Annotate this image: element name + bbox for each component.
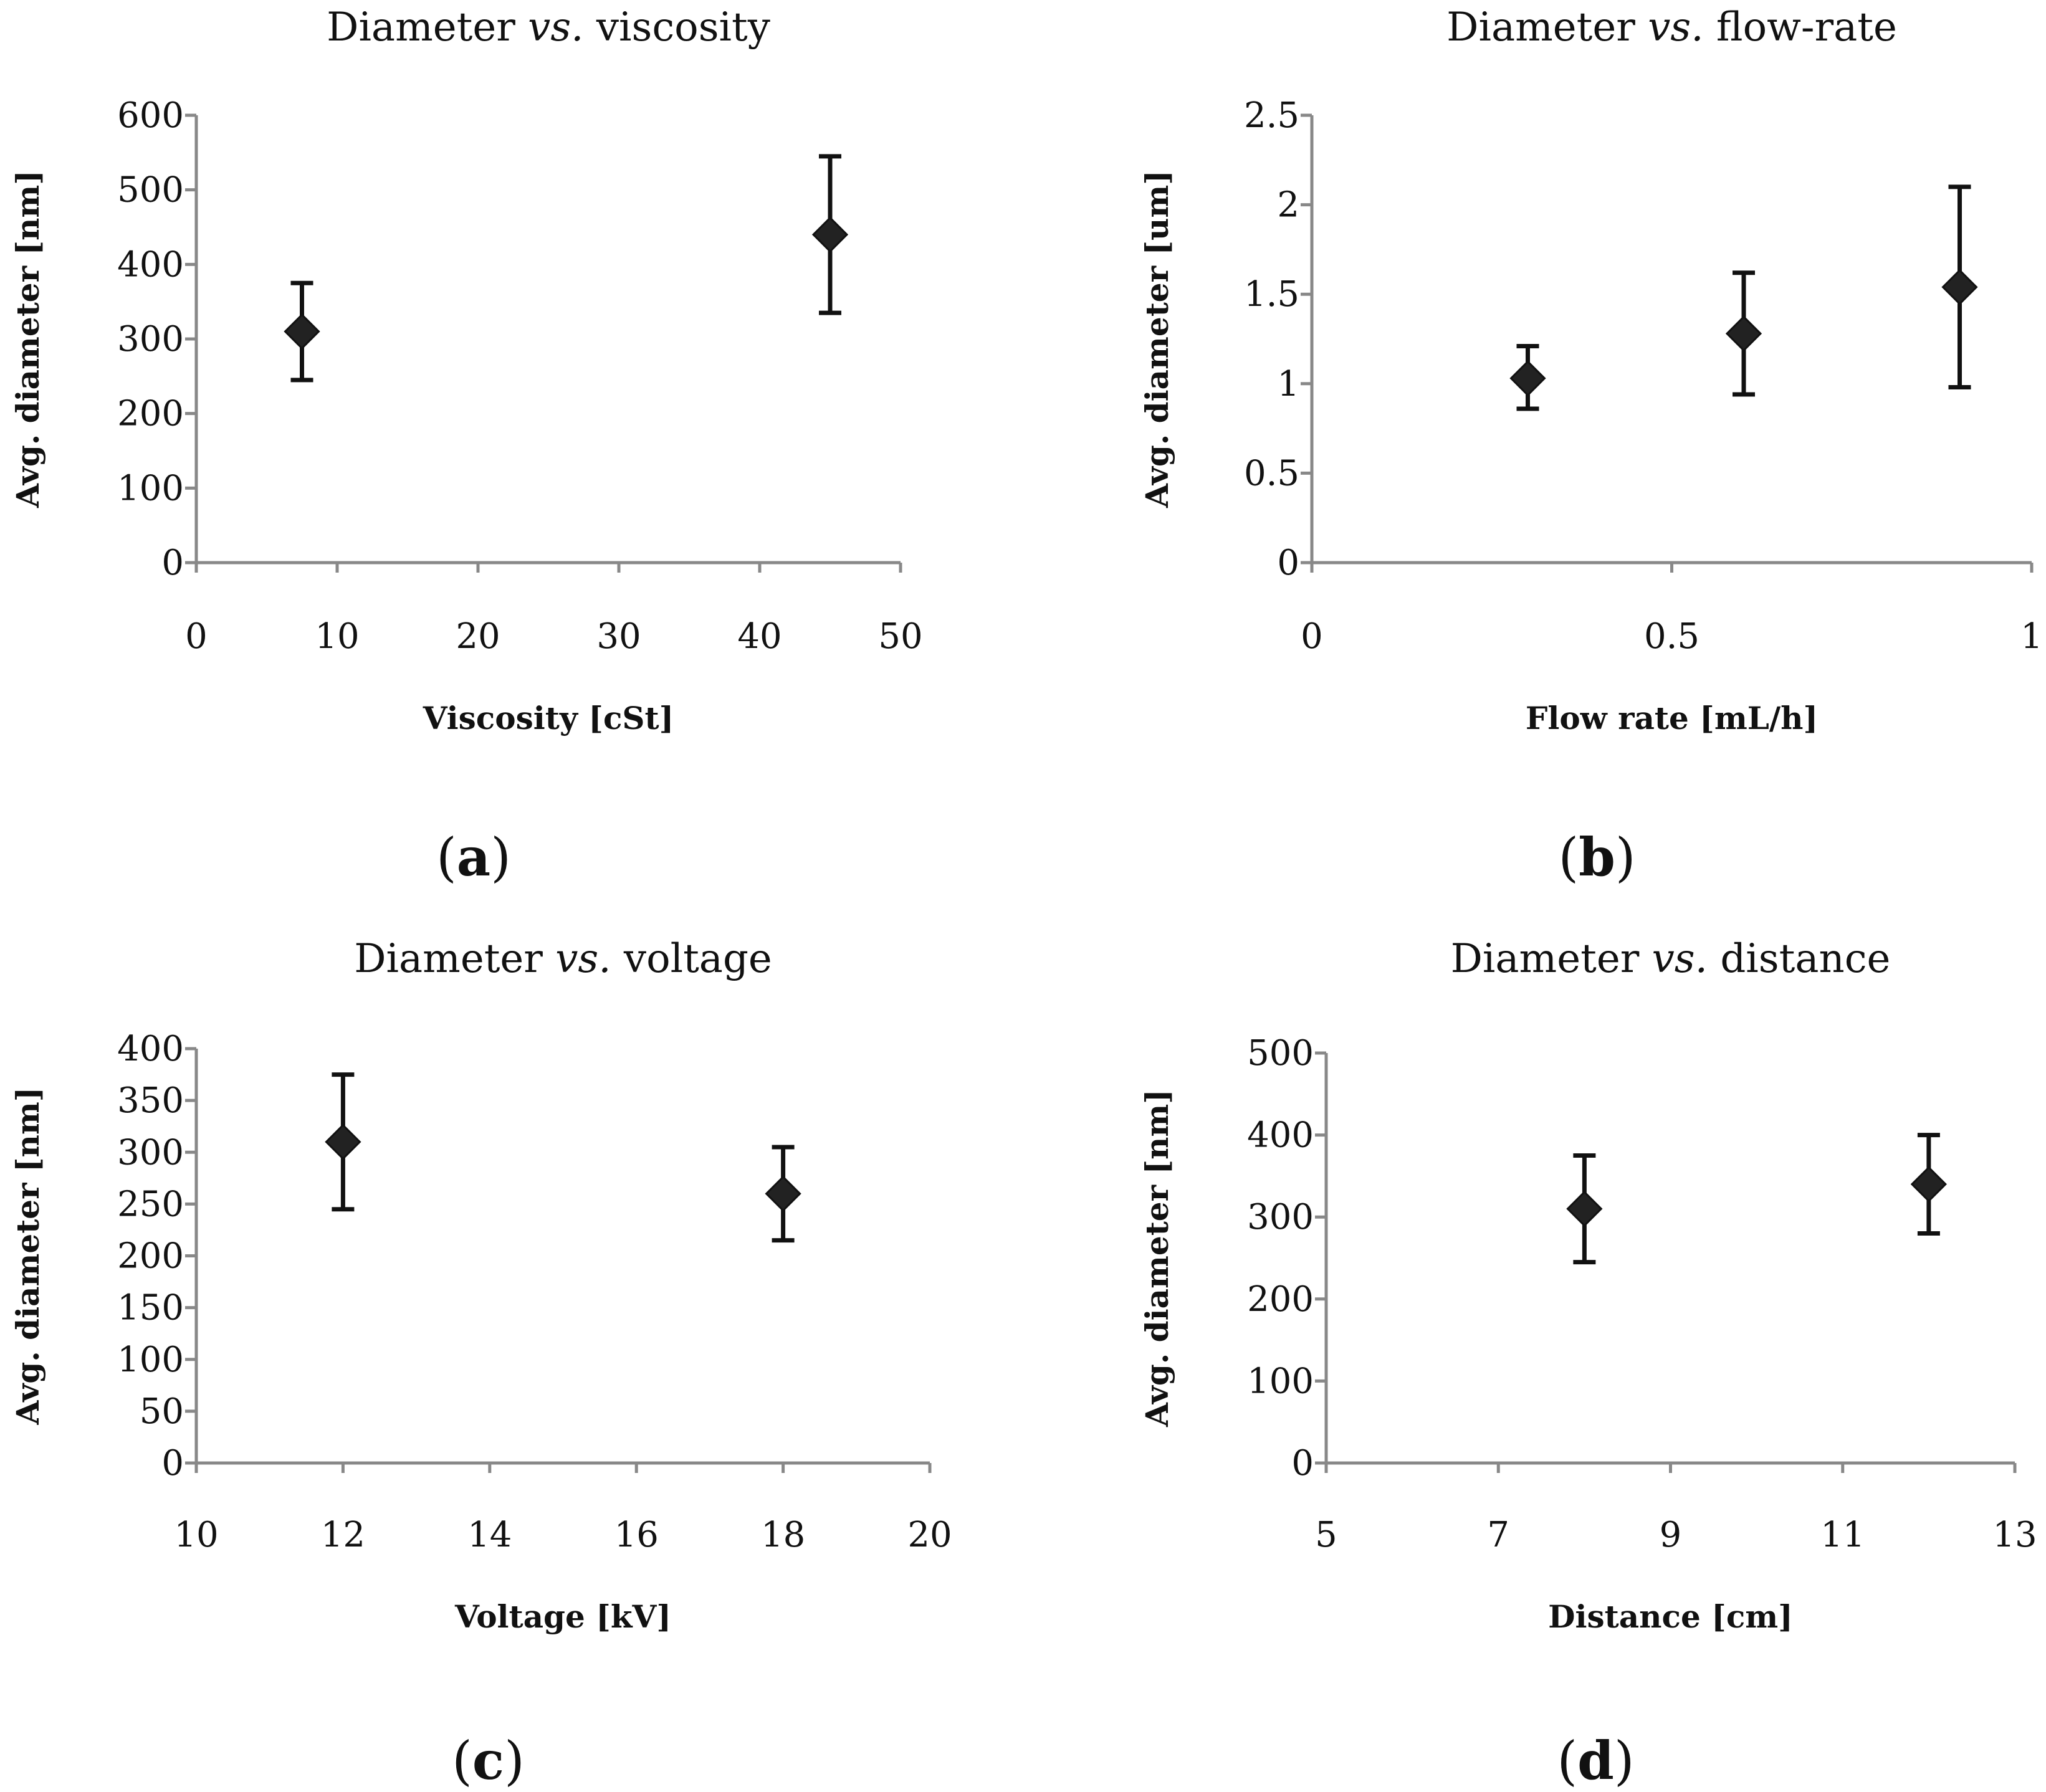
y-tick-label: 2	[1277, 185, 1299, 226]
y-tick-label: 350	[117, 1080, 184, 1121]
x-tick-label: 14	[467, 1515, 512, 1555]
y-tick-label: 400	[1247, 1115, 1314, 1156]
y-axis-label: Avg. diameter [nm]	[9, 1087, 46, 1426]
chart-title: Diameter vs. distance	[1451, 936, 1891, 982]
y-tick-label: 500	[1247, 1033, 1314, 1074]
y-tick-label: 500	[117, 170, 184, 211]
chart-title-prefix: Diameter	[354, 936, 555, 982]
y-tick-label: 0	[161, 543, 184, 583]
x-tick-label: 10	[174, 1515, 218, 1555]
chart-title-suffix: flow-rate	[1704, 4, 1897, 50]
y-tick-label: 100	[117, 468, 184, 508]
y-tick-label: 0.5	[1244, 453, 1299, 493]
x-tick-label: 10	[315, 616, 359, 657]
y-tick-label: 0	[1291, 1443, 1314, 1484]
y-axis-label: Avg. diameter [um]	[1139, 170, 1175, 508]
chart-title: Diameter vs. flow-rate	[1446, 4, 1897, 50]
y-tick-label: 600	[117, 95, 184, 136]
x-tick-label: 16	[614, 1515, 659, 1555]
x-tick-label: 11	[1820, 1515, 1865, 1555]
x-tick-label: 12	[321, 1515, 365, 1555]
chart-title-vs: vs.	[1648, 4, 1703, 50]
chart-title-prefix: Diameter	[327, 4, 528, 50]
y-tick-label: 200	[1247, 1279, 1314, 1320]
chart-panel-b: Diameter vs. flow-rate 0 0.5 1 1.5 2 2.5 0 0.5 1 F…	[1139, 4, 2043, 888]
x-tick-label: 5	[1315, 1515, 1337, 1555]
x-tick-label: 20	[456, 616, 500, 657]
chart-title-suffix: voltage	[611, 936, 772, 982]
x-tick-label: 9	[1660, 1515, 1682, 1555]
chart-title-vs: vs.	[528, 4, 583, 50]
y-tick-label: 50	[140, 1391, 184, 1432]
y-axis-label: Avg. diameter [nm]	[9, 170, 46, 508]
y-tick-label: 200	[117, 394, 184, 434]
x-tick-label: 0	[185, 616, 208, 657]
chart-title: Diameter vs. viscosity	[327, 4, 770, 50]
y-tick-label: 200	[117, 1236, 184, 1277]
x-axis-label: Viscosity [cSt]	[423, 700, 674, 736]
y-tick-label: 300	[1247, 1197, 1314, 1237]
data-point-marker	[1566, 1190, 1603, 1227]
data-point-marker	[1941, 269, 1978, 305]
chart-title-suffix: viscosity	[584, 4, 770, 50]
x-axis-label: Flow rate [mL/h]	[1526, 700, 1818, 736]
y-tick-label: 0	[1277, 543, 1299, 583]
y-tick-label: 100	[1247, 1361, 1314, 1401]
y-axis-label: Avg. diameter [nm]	[1139, 1089, 1175, 1427]
chart-title: Diameter vs. voltage	[354, 936, 772, 982]
x-tick-label: 50	[878, 616, 922, 657]
x-tick-label: 7	[1487, 1515, 1509, 1555]
y-tick-label: 1	[1277, 364, 1299, 404]
chart-title-prefix: Diameter	[1451, 936, 1652, 982]
x-tick-label: 40	[737, 616, 782, 657]
y-tick-label: 100	[117, 1340, 184, 1380]
y-tick-label: 2.5	[1244, 95, 1299, 136]
data-point-marker	[284, 313, 320, 350]
x-tick-label: 0	[1301, 616, 1323, 657]
x-tick-label: 13	[1992, 1515, 2037, 1555]
data-point-marker	[1725, 315, 1762, 352]
y-tick-label: 1.5	[1244, 274, 1299, 315]
y-tick-label: 400	[117, 244, 184, 285]
data-point-marker	[325, 1123, 361, 1160]
data-point-marker	[811, 216, 849, 253]
y-tick-label: 300	[117, 319, 184, 360]
x-tick-label: 18	[761, 1515, 805, 1555]
x-tick-label: 1	[2020, 616, 2043, 657]
data-point-marker	[1910, 1166, 1947, 1203]
panel-label: (b)	[1558, 826, 1635, 888]
panel-label: (d)	[1557, 1730, 1634, 1791]
y-tick-label: 300	[117, 1132, 184, 1173]
data-point-marker	[765, 1175, 801, 1212]
y-tick-label: 0	[161, 1443, 184, 1484]
chart-title-prefix: Diameter	[1446, 4, 1648, 50]
y-tick-label: 400	[117, 1029, 184, 1069]
x-tick-label: 30	[596, 616, 641, 657]
x-tick-label: 0.5	[1644, 616, 1699, 657]
x-tick-label: 20	[907, 1515, 952, 1555]
chart-panel-a: Diameter vs. viscosity010020030040050060…	[9, 4, 923, 888]
chart-title-vs: vs.	[555, 936, 611, 982]
y-tick-label: 150	[117, 1288, 184, 1328]
chart-panel-d: Diameter vs. distance 0 100 200 300 400 500 5 7 9…	[1139, 936, 2037, 1791]
chart-panel-c: Diameter vs. voltage 0 50 100 150 200 250 300 35…	[9, 936, 952, 1791]
panel-label: (c)	[452, 1730, 525, 1791]
x-axis-label: Voltage [kV]	[454, 1598, 671, 1635]
chart-title-vs: vs.	[1652, 936, 1708, 982]
y-tick-label: 250	[117, 1184, 184, 1224]
x-axis-label: Distance [cm]	[1548, 1598, 1793, 1635]
data-point-marker	[1509, 360, 1546, 397]
panel-label: (a)	[436, 826, 511, 888]
chart-title-suffix: distance	[1708, 936, 1890, 982]
